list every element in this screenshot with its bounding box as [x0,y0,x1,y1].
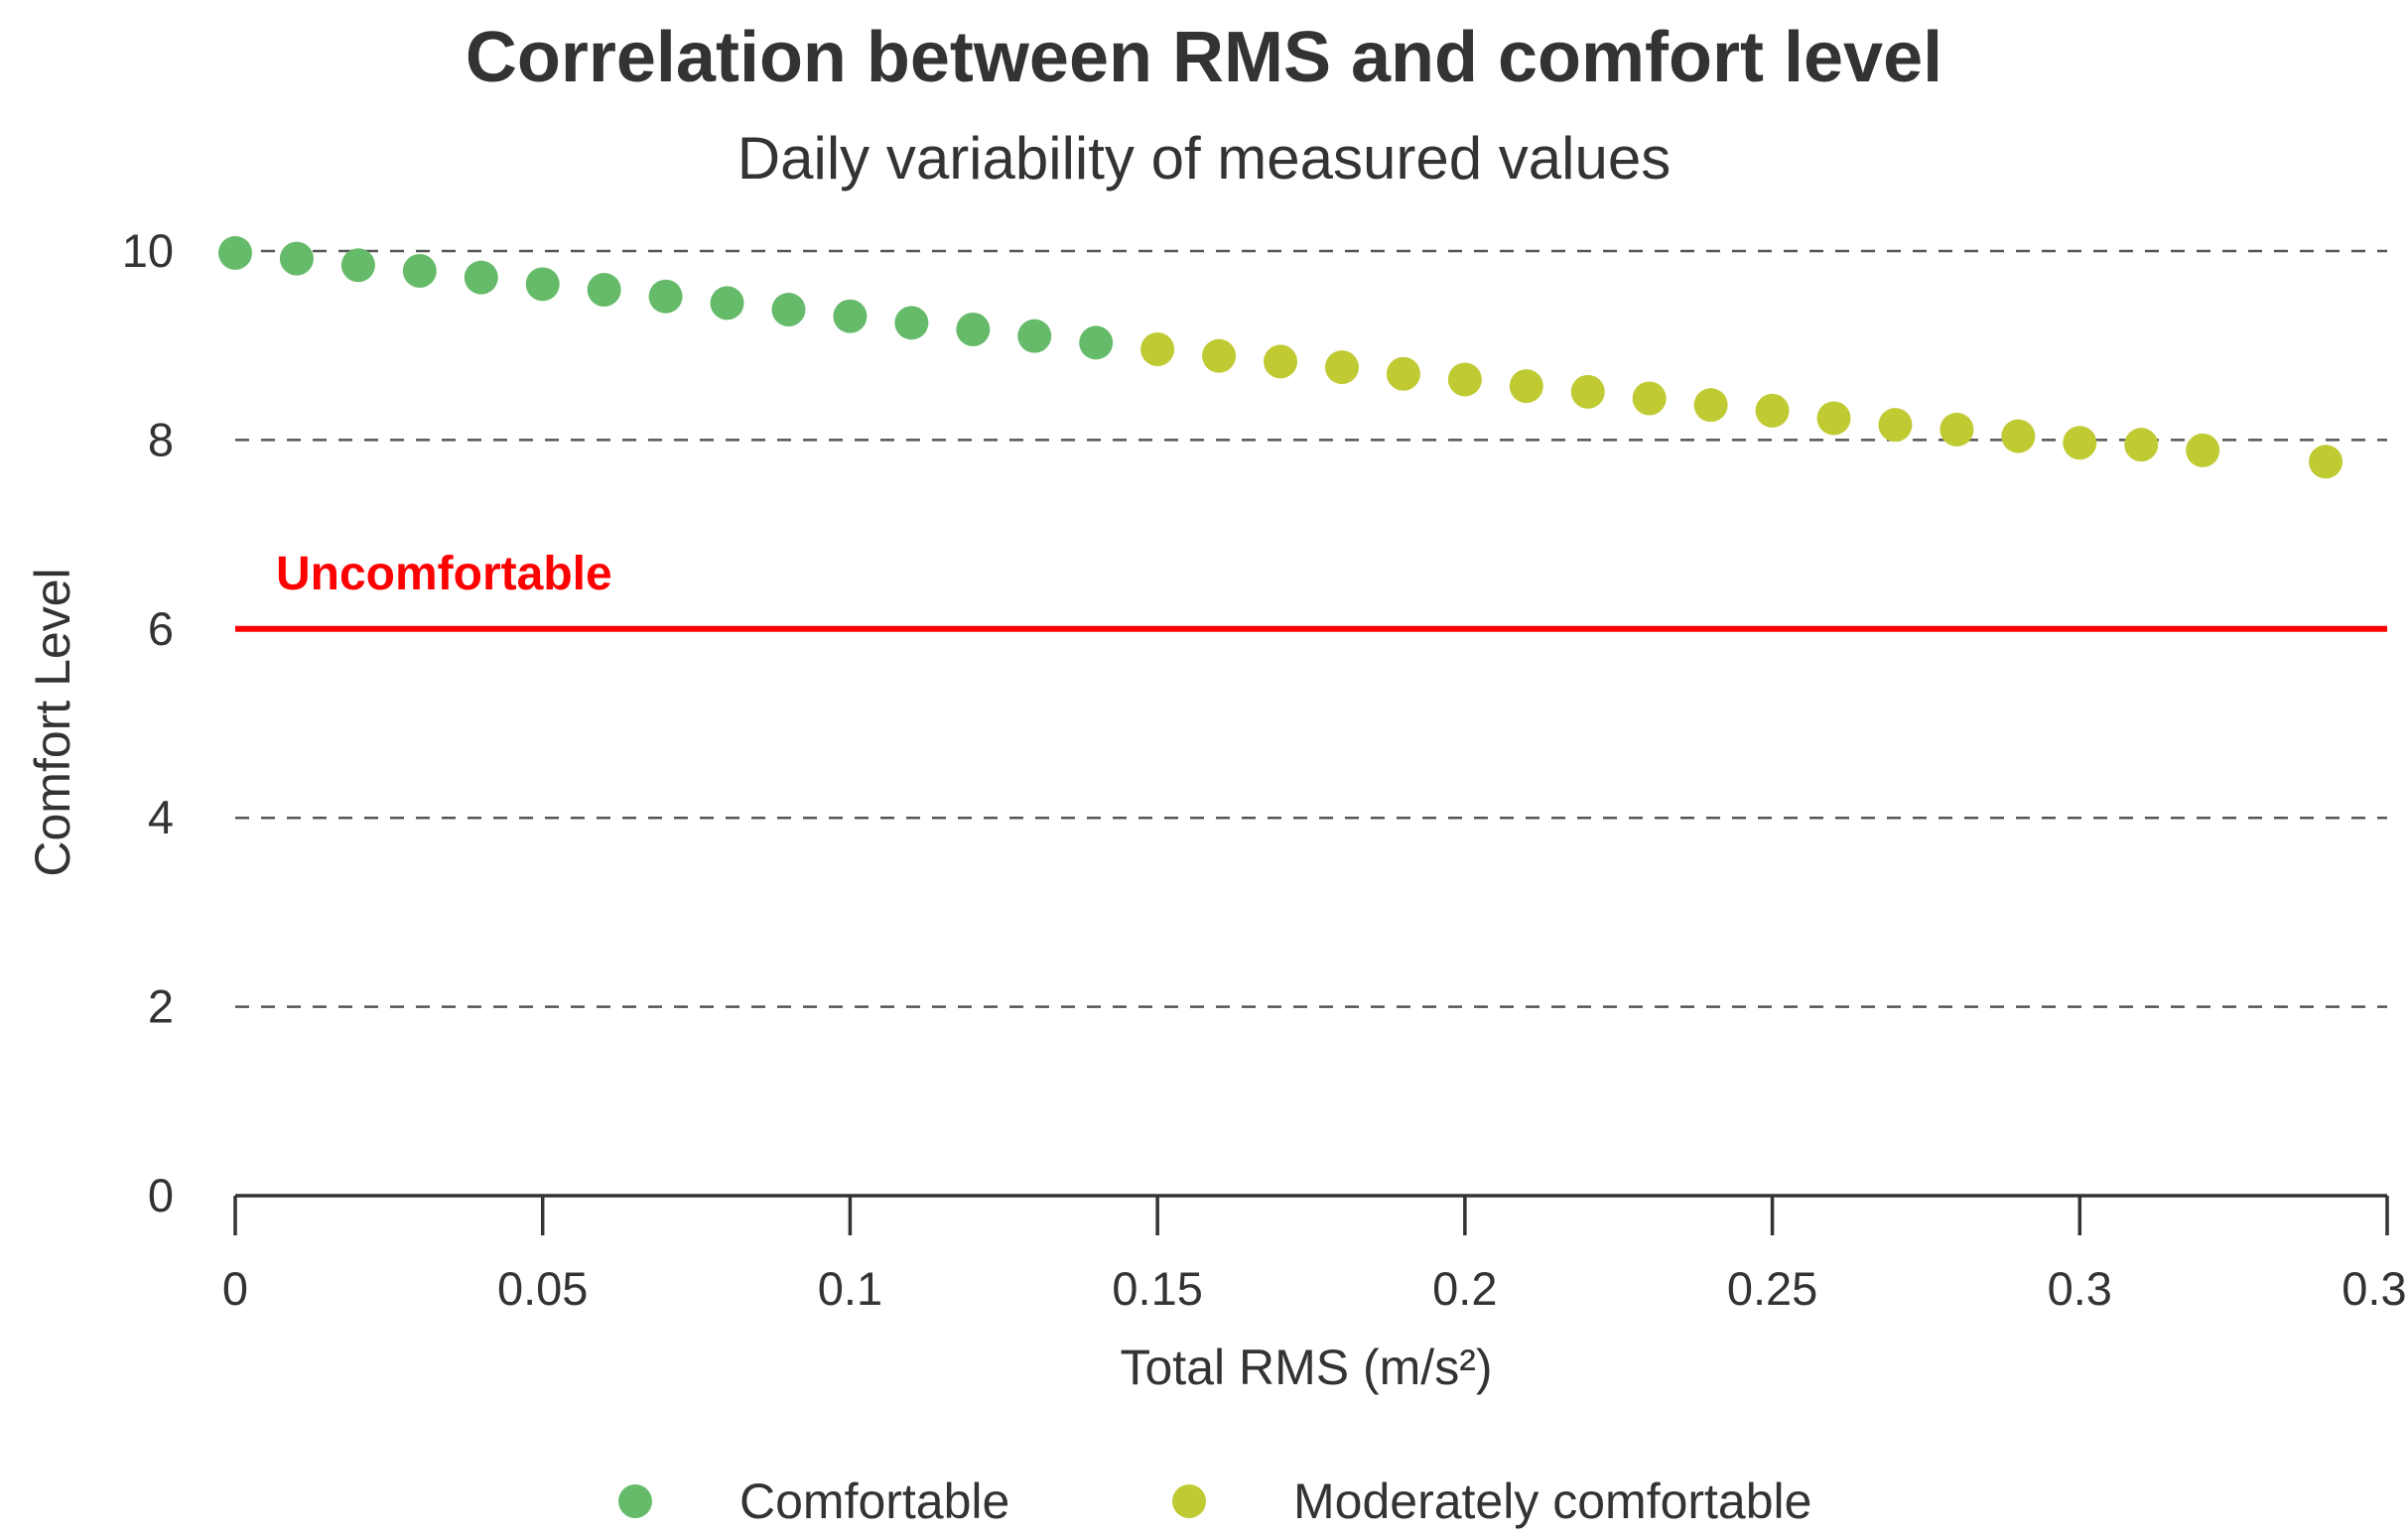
data-point-comfortable [218,235,252,270]
y-tick-label: 8 [148,413,174,465]
threshold-line-group: Uncomfortable [235,548,2387,632]
y-tick-label: 10 [122,224,174,277]
x-tick-label: 0.3 [2048,1262,2112,1315]
data-point-moderately-comfortable [2124,428,2159,462]
y-axis-ticks: 0 2 4 6 8 10 [122,224,174,1221]
data-point-moderately-comfortable [2186,433,2220,467]
data-point-moderately-comfortable [1816,401,1851,436]
x-tick-label: 0.15 [1112,1262,1202,1315]
legend-marker [618,1484,652,1518]
legend-label: Moderately comfortable [1293,1474,1811,1529]
data-point-comfortable [648,279,683,314]
x-axis-label: Total RMS (m/s²) [1121,1340,1493,1395]
data-point-comfortable [464,260,498,295]
x-axis: 0 0.05 0.1 0.15 0.2 0.25 0.3 0.35 [222,1194,2408,1315]
data-point-comfortable [710,286,744,320]
data-point-moderately-comfortable [1447,362,1482,397]
data-point-comfortable [1017,319,1052,353]
chart-title: Correlation between RMS and comfort leve… [466,18,1942,97]
data-point-moderately-comfortable [1632,381,1667,416]
y-tick-label: 6 [148,602,174,655]
y-axis-label: Comfort Level [25,568,80,876]
x-tick-label: 0.25 [1727,1262,1817,1315]
data-point-moderately-comfortable [1324,350,1359,385]
data-point-comfortable [1079,325,1114,360]
data-point-moderately-comfortable [1878,408,1913,443]
data-point-moderately-comfortable [1264,344,1298,379]
x-tick-label: 0.2 [1432,1262,1497,1315]
data-points [218,235,2343,479]
x-tick-label: 0 [222,1262,248,1315]
data-point-moderately-comfortable [1140,332,1175,367]
chart-subtitle: Daily variability of measured values [737,125,1671,192]
legend: Comfortable Moderately comfortable [618,1474,1811,1529]
data-point-moderately-comfortable [1570,374,1605,409]
data-point-moderately-comfortable [1940,412,1974,447]
legend-label: Comfortable [739,1474,1009,1529]
data-point-comfortable [894,306,929,340]
data-point-moderately-comfortable [2001,419,2036,453]
x-tick-label: 0.35 [2341,1262,2408,1315]
data-point-comfortable [402,253,437,288]
data-point-comfortable [833,299,868,333]
y-tick-label: 4 [148,791,174,843]
data-point-comfortable [956,313,991,347]
y-tick-label: 2 [148,980,174,1033]
threshold-label: Uncomfortable [276,548,612,600]
data-point-moderately-comfortable [1202,338,1237,373]
legend-marker [1172,1484,1206,1518]
data-point-comfortable [279,241,314,276]
data-point-comfortable [525,267,560,302]
data-point-comfortable [771,293,806,327]
y-tick-label: 0 [148,1169,174,1221]
x-tick-label: 0.05 [497,1262,588,1315]
data-point-moderately-comfortable [2309,445,2343,479]
data-point-moderately-comfortable [1386,356,1420,391]
data-point-moderately-comfortable [1509,369,1543,404]
data-point-comfortable [340,248,375,283]
data-point-moderately-comfortable [1755,393,1790,428]
data-point-moderately-comfortable [1693,388,1728,423]
data-point-comfortable [587,273,621,308]
data-point-moderately-comfortable [2063,426,2097,460]
x-tick-label: 0.1 [818,1262,882,1315]
